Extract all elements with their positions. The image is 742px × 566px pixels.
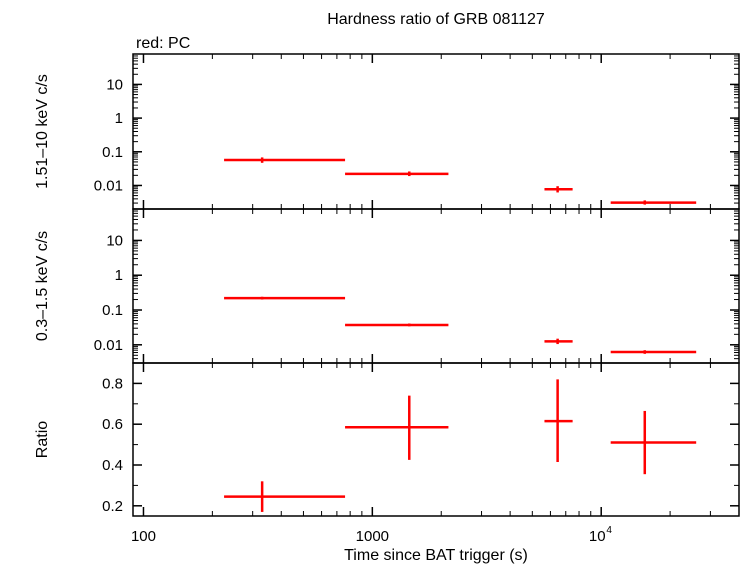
panel-3-y-tick-label: 0.2 xyxy=(102,498,123,515)
chart-subtitle: red: PC xyxy=(136,35,190,52)
panel-3-data-point xyxy=(224,481,346,512)
panel-2: 10 1 0.1 0.01 0.3–1.5 keV c/s xyxy=(34,208,740,364)
panel-1-data-point xyxy=(610,200,697,205)
panel-1-y-tick-label: 10 xyxy=(106,76,123,93)
panel-2-data-point xyxy=(224,296,346,300)
panel-1-frame xyxy=(132,53,740,210)
panel-3-y-tick-label: 0.4 xyxy=(102,457,123,474)
panel-2-y-axis-label: 0.3–1.5 keV c/s xyxy=(34,231,51,341)
panel-2-y-tick-label: 0.1 xyxy=(102,302,123,319)
x-axis-label: Time since BAT trigger (s) xyxy=(344,547,528,564)
panel-1: 10 1 0.1 0.01 1.51–10 keV c/s xyxy=(34,53,740,210)
panels: 10 1 0.1 0.01 1.51–10 keV c/s 10 1 0.1 0.01 0.3–1… xyxy=(34,53,740,545)
panel-2-data-point xyxy=(610,350,697,354)
chart-title: Hardness ratio of GRB 081127 xyxy=(327,11,545,28)
panel-3-data-point xyxy=(544,379,573,462)
panel-1-y-tick-label: 1 xyxy=(115,110,123,127)
panel-2-frame xyxy=(132,208,740,364)
x-tick-label: 10 xyxy=(589,528,606,545)
panel-1-y-axis-label: 1.51–10 keV c/s xyxy=(34,74,51,189)
panel-2-y-tick-label: 1 xyxy=(115,267,123,284)
panel-1-y-tick-label: 0.1 xyxy=(102,144,123,161)
panel-3-y-tick-label: 0.8 xyxy=(102,375,123,392)
panel-3-y-tick-label: 0.6 xyxy=(102,416,123,433)
panel-3-y-axis-label: Ratio xyxy=(34,421,51,458)
x-tick-label: 1000 xyxy=(356,528,389,545)
panel-3: 0.8 0.6 0.4 0.2 Ratio xyxy=(34,362,740,517)
panel-1-data-point xyxy=(345,171,449,177)
panel-3-frame xyxy=(132,362,740,517)
x-tick-label-exponent: 4 xyxy=(606,525,612,536)
panel-2-data-point xyxy=(544,338,573,345)
panel-1-data-point xyxy=(224,157,346,163)
panel-1-data-point xyxy=(544,186,573,193)
x-tick-label: 100 xyxy=(131,528,156,545)
panel-3-data-point xyxy=(345,395,449,460)
panel-2-y-tick-label: 0.01 xyxy=(94,337,123,354)
panel-3-data-point xyxy=(610,410,697,475)
panel-2-y-tick-label: 10 xyxy=(106,232,123,249)
panel-1-y-tick-label: 0.01 xyxy=(94,177,123,194)
panel-2-data-point xyxy=(345,323,449,327)
